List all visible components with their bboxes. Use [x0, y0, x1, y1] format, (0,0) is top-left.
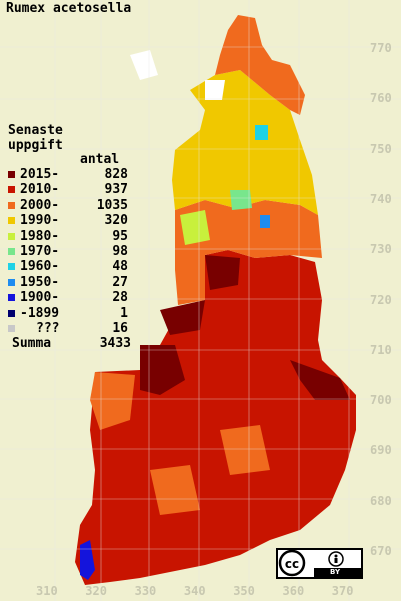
central-region — [175, 200, 322, 305]
legend-count: 937 — [104, 182, 128, 198]
legend-total-label: Summa — [12, 336, 52, 351]
legend-count: 16 — [112, 321, 128, 336]
legend-row: 1900- 28 — [8, 290, 128, 305]
legend-count: 98 — [112, 244, 128, 259]
legend-heading-2: uppgift — [8, 138, 63, 153]
legend-row: ??? 16 — [8, 321, 128, 336]
y-tick-label: 760 — [370, 91, 392, 106]
y-tick-label: 740 — [370, 191, 392, 206]
dark-patch-1 — [140, 345, 185, 395]
y-tick-label: 710 — [370, 342, 392, 357]
cyan-patch-1 — [255, 125, 268, 140]
legend-label: -1899 — [20, 305, 60, 321]
legend-label: ??? — [36, 321, 60, 336]
legend-swatch — [8, 325, 15, 332]
green-patch-2 — [230, 190, 252, 210]
by-label: BY — [330, 568, 341, 576]
legend-row: 1950- 27 — [8, 275, 128, 290]
y-tick-label: 720 — [370, 292, 392, 307]
legend-row: 2010- 937 — [8, 182, 128, 197]
legend-row: 2000- 1035 — [8, 198, 128, 213]
legend-label: 1980- — [20, 228, 60, 244]
green-patch-1 — [180, 210, 210, 245]
legend-label: 1970- — [20, 244, 60, 259]
north-region — [172, 70, 318, 215]
y-tick-label: 670 — [370, 544, 392, 558]
legend-row: 1980- 95 — [8, 229, 128, 244]
x-tick-label: 350 — [233, 584, 255, 598]
blue-coast — [80, 540, 95, 580]
dark-patch-3 — [160, 300, 205, 335]
legend-count: 1 — [120, 305, 128, 321]
south-region — [75, 250, 356, 585]
y-tick-label: 730 — [370, 242, 392, 257]
legend-label: 1990- — [20, 213, 60, 229]
blue-patch-1 — [260, 215, 270, 228]
map-title: Rumex acetosella — [6, 1, 132, 16]
legend-swatch — [8, 248, 15, 255]
legend-label: 2000- — [20, 197, 60, 213]
cc-icon — [278, 549, 306, 577]
white-patch-2 — [205, 80, 225, 100]
legend-count: 27 — [112, 274, 128, 290]
legend-label: 1950- — [20, 274, 60, 290]
legend-count: 28 — [112, 290, 128, 306]
legend-count-header: antal — [80, 152, 120, 167]
legend-label: 2015- — [20, 167, 60, 182]
legend-swatch — [8, 278, 15, 286]
legend-row: 1990- 320 — [8, 213, 128, 228]
legend-swatch — [8, 294, 15, 302]
x-tick-label: 330 — [134, 584, 157, 598]
x-tick-label: 360 — [282, 584, 305, 598]
y-tick-label: 700 — [370, 393, 392, 408]
dark-patch-4 — [205, 255, 240, 290]
legend-swatch — [8, 171, 15, 178]
dark-patch-2 — [290, 360, 350, 400]
finland-map — [75, 15, 356, 585]
legend-label: 2010- — [20, 182, 60, 198]
cc-by-license-badge: cc BY — [276, 548, 363, 579]
x-tick-label: 370 — [331, 584, 354, 598]
legend-total-row: Summa 3433 — [8, 336, 131, 351]
orange-patch-2 — [220, 425, 270, 475]
legend-swatch — [8, 186, 15, 194]
legend-swatch — [8, 217, 15, 225]
legend-row: 1960- 48 — [8, 259, 128, 274]
x-tick-label: 310 — [36, 584, 58, 598]
legend-total-count: 3433 — [99, 336, 131, 351]
lapland-region — [215, 15, 305, 115]
orange-patch-3 — [150, 465, 200, 515]
legend-label: 1960- — [20, 259, 60, 275]
legend-row: 2015- 828 — [8, 167, 128, 182]
legend-row: -1899 1 — [8, 306, 128, 321]
legend-count: 1035 — [96, 197, 128, 213]
legend-swatch — [8, 263, 15, 271]
legend-count: 48 — [112, 259, 128, 275]
legend-swatch — [8, 309, 15, 317]
x-tick-label: 320 — [85, 584, 107, 598]
y-tick-label: 750 — [370, 141, 392, 156]
y-tick-label: 770 — [370, 41, 392, 55]
legend-row: 1970- 98 — [8, 244, 128, 259]
legend-label: 1900- — [20, 290, 60, 306]
x-tick-label: 340 — [183, 584, 206, 598]
legend-count: 95 — [112, 228, 128, 244]
svg-text:cc: cc — [285, 557, 299, 571]
legend-heading-1: Senaste — [8, 123, 63, 138]
legend-swatch — [8, 232, 15, 240]
y-tick-label: 690 — [370, 443, 392, 458]
legend-swatch — [8, 201, 15, 209]
y-tick-label: 680 — [370, 493, 392, 508]
legend-count: 828 — [104, 167, 128, 182]
legend-count: 320 — [104, 213, 128, 229]
white-patch-1 — [130, 50, 158, 80]
